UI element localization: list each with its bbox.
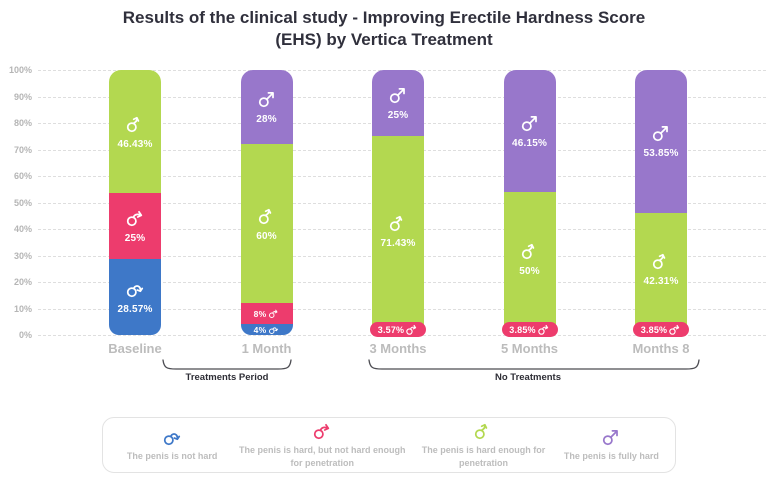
- segment-value-label: 8%: [253, 308, 267, 319]
- segment-not-hard: 28.57%: [109, 259, 161, 335]
- segment-value-label: 50%: [519, 265, 540, 277]
- chart-title: Results of the clinical study - Improvin…: [0, 7, 768, 52]
- legend-item-semi-hard: The penis is hard, but not hard enough f…: [233, 421, 411, 468]
- semi-hard-icon: [125, 208, 145, 228]
- fully-hard-icon: [257, 89, 277, 109]
- y-axis-tick-label: 70%: [13, 144, 32, 155]
- mars-straight-up-icon: [601, 427, 621, 447]
- legend-item-label: The penis is fully hard: [563, 451, 659, 462]
- x-axis-label-3-months: 3 Months: [369, 341, 427, 356]
- segment-almost-hard: 60%: [240, 144, 293, 304]
- x-axis-label-5-months: 5 Months: [500, 341, 559, 356]
- x-axis-label-months-8: Months 8: [632, 341, 690, 356]
- not-hard-icon: [268, 324, 279, 335]
- legend-item-not-hard: The penis is not hard: [111, 427, 233, 462]
- segment-value-label: 28.57%: [117, 304, 153, 316]
- legend-item-almost-hard: The penis is hard enough for penetration: [411, 421, 556, 468]
- segment-semi-hard: 3.57%: [370, 322, 426, 337]
- segment-value-label: 71.43%: [380, 237, 416, 249]
- y-axis-tick-label: 30%: [13, 250, 32, 261]
- fully-hard-icon: [388, 85, 408, 105]
- y-axis-tick-label: 50%: [13, 197, 32, 208]
- almost-hard-icon: [388, 213, 408, 233]
- segment-value-label: 53.85%: [643, 148, 679, 160]
- segment-value-label: 42.31%: [643, 275, 679, 287]
- x-axis-label-1-month: 1 Month: [241, 341, 292, 356]
- fully-hard-icon: [651, 123, 671, 143]
- y-axis-tick-label: 80%: [13, 118, 32, 128]
- segment-semi-hard: 8%: [240, 303, 293, 325]
- segment-almost-hard: 71.43%: [372, 136, 424, 326]
- segment-fully-hard: 46.15%: [503, 70, 556, 193]
- segment-value-label: 25%: [387, 110, 409, 122]
- mars-curved-up-icon: [473, 421, 493, 441]
- y-axis-tick-label: 40%: [13, 224, 32, 234]
- segment-value-label: 3.85%: [640, 324, 668, 335]
- segment-fully-hard: 53.85%: [635, 70, 687, 213]
- legend-item-label: The penis is hard enough for penetration: [421, 445, 546, 468]
- mars-drooping-down-icon: [162, 427, 182, 447]
- mars-curved-sideways-icon: [312, 421, 332, 441]
- fully-hard-icon: [520, 113, 540, 133]
- chart-title-line2: (EHS) by Vertica Treatment: [275, 30, 493, 50]
- segment-value-label: 46.15%: [511, 138, 548, 150]
- almost-hard-icon: [125, 114, 145, 134]
- bar-3-months: 3.57% 71.43% 25%: [370, 70, 426, 337]
- no-treatments-label: No Treatments: [495, 372, 561, 383]
- semi-hard-icon: [537, 323, 550, 336]
- bar-5-months: 3.85% 50% 46.15%: [501, 70, 558, 337]
- y-axis-tick-label: 90%: [13, 91, 32, 102]
- segment-value-label: 3.57%: [377, 324, 405, 335]
- legend-item-fully-hard: The penis is fully hard: [556, 427, 667, 462]
- bar-1-month: 4% 8% 60% 28%: [240, 70, 293, 335]
- x-axis-label-baseline: Baseline: [108, 341, 162, 356]
- treatments-period-bracket: [162, 359, 292, 370]
- segment-semi-hard: 25%: [109, 193, 161, 260]
- treatments-period-label: Treatments Period: [185, 372, 269, 383]
- segment-value-label: 4%: [253, 324, 267, 335]
- segment-value-label: 28%: [256, 114, 277, 126]
- legend-item-label: The penis is hard, but not hard enough f…: [239, 445, 406, 468]
- bar-baseline: 28.57% 25% 46.43%: [109, 70, 161, 335]
- segment-semi-hard: 3.85%: [501, 322, 558, 337]
- segment-almost-hard: 42.31%: [635, 212, 687, 325]
- semi-hard-icon: [268, 308, 279, 319]
- almost-hard-icon: [257, 206, 277, 226]
- not-hard-icon: [125, 279, 145, 299]
- segment-almost-hard: 46.43%: [109, 70, 161, 194]
- almost-hard-icon: [520, 241, 540, 261]
- no-treatments-bracket: [368, 359, 700, 370]
- y-axis-tick-label: 0%: [18, 330, 32, 340]
- y-axis-tick-label: 60%: [13, 171, 32, 181]
- semi-hard-icon: [405, 323, 418, 336]
- segment-almost-hard: 50%: [503, 192, 556, 325]
- segment-value-label: 25%: [124, 233, 146, 245]
- y-axis-tick-label: 100%: [8, 65, 32, 75]
- segment-not-hard: 4%: [240, 324, 293, 335]
- semi-hard-icon: [668, 323, 681, 336]
- almost-hard-icon: [651, 251, 671, 271]
- segment-fully-hard: 28%: [240, 70, 293, 145]
- y-axis-tick-label: 10%: [13, 303, 32, 314]
- legend-box: The penis is not hard The penis is hard, …: [102, 417, 676, 473]
- segment-semi-hard: 3.85%: [633, 322, 689, 337]
- segment-value-label: 60%: [256, 230, 277, 242]
- y-axis-tick-label: 20%: [13, 277, 32, 287]
- segment-fully-hard: 25%: [372, 70, 424, 137]
- bar-months-8: 3.85% 42.31% 53.85%: [633, 70, 689, 337]
- segment-value-label: 3.85%: [509, 324, 536, 335]
- chart-title-line1: Results of the clinical study - Improvin…: [122, 8, 646, 27]
- legend-item-label: The penis is not hard: [126, 451, 218, 462]
- segment-value-label: 46.43%: [117, 138, 153, 150]
